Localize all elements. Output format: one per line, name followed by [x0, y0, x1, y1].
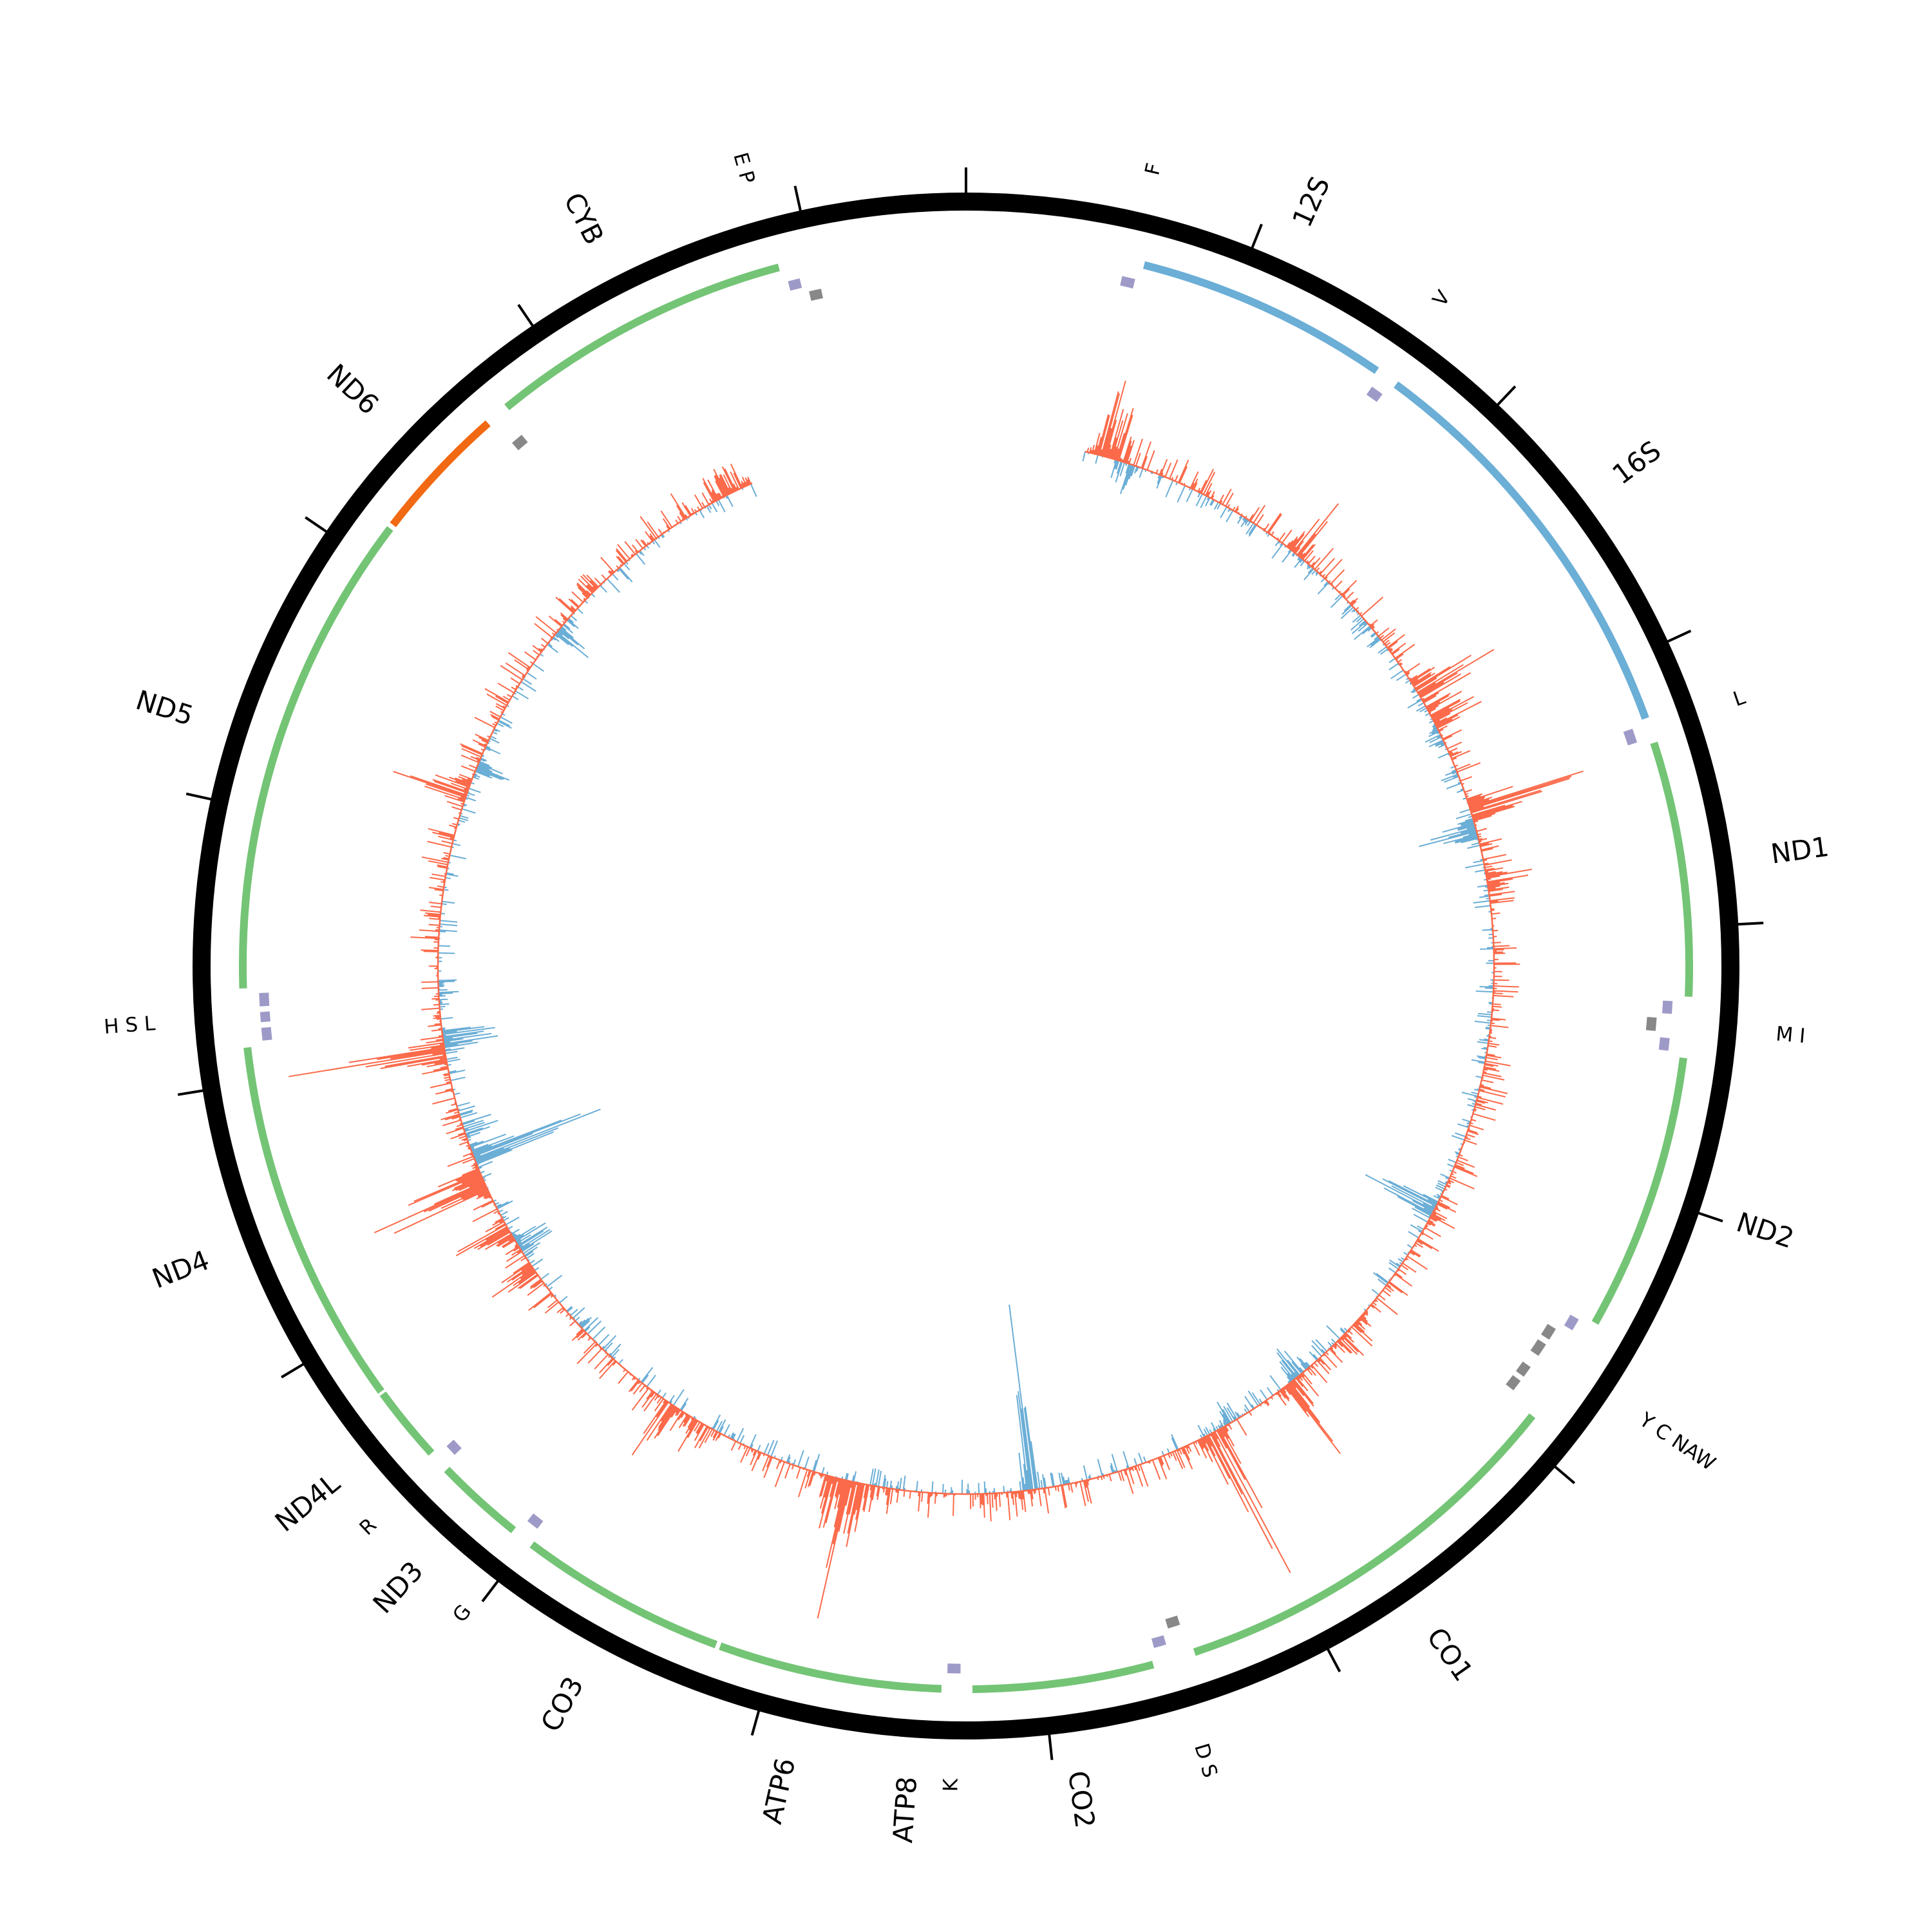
- coverage-track: [289, 380, 1584, 1619]
- trna-s: [1165, 1615, 1180, 1629]
- gene-label-nd1: ND1: [1769, 831, 1831, 870]
- trna-w: [1564, 1314, 1579, 1331]
- gene-label-atp8: ATP8: [887, 1776, 923, 1844]
- tick-mark: [185, 792, 212, 801]
- trna-label: Y C NAW: [1634, 1408, 1719, 1475]
- gene-label-nd5: ND5: [132, 684, 197, 732]
- trna-label: K: [939, 1778, 962, 1792]
- trna-c: [1515, 1361, 1531, 1377]
- trna-q: [1645, 1017, 1657, 1031]
- tick-mark: [793, 185, 802, 212]
- tick-mark: [750, 1710, 761, 1736]
- tick-mark: [1698, 1211, 1723, 1223]
- gene-arc-nd4l: [379, 1391, 435, 1456]
- trna-g: [527, 1513, 544, 1529]
- gene-arc-nd4: [243, 1046, 384, 1394]
- coverage-baseline: [437, 450, 1495, 1495]
- gene-label-16s: 16S: [1606, 435, 1667, 491]
- tick-mark: [305, 516, 328, 533]
- gene-arc-12s: [1143, 261, 1379, 374]
- coverage-negative-spikes: [437, 451, 1495, 1495]
- gene-label-co2: CO2: [1062, 1769, 1101, 1830]
- gene-arc-nd1: [1650, 741, 1693, 997]
- gene-label-nd6: ND6: [321, 358, 385, 421]
- trna-n: [1530, 1339, 1546, 1356]
- gene-label-nd3: ND3: [366, 1555, 429, 1620]
- trna-label: V: [1428, 287, 1455, 311]
- tick-mark: [1738, 922, 1764, 926]
- tick-mark: [1554, 1465, 1576, 1484]
- trna-l: [259, 992, 270, 1007]
- trna-d: [1151, 1635, 1166, 1648]
- gene-label-nd4: ND4: [148, 1244, 214, 1294]
- trna-label: H S L: [103, 1012, 156, 1039]
- trna-f: [1120, 276, 1135, 289]
- gene-arc-nd2: [1591, 1057, 1687, 1325]
- gene-arc-co1: [1193, 1413, 1536, 1656]
- trna-label: R: [355, 1513, 381, 1540]
- tick-mark: [177, 1089, 204, 1096]
- tick-mark: [1048, 1734, 1054, 1761]
- gene-arc-co3: [529, 1541, 717, 1649]
- gene-label-co1: CO1: [1421, 1622, 1479, 1687]
- trna-label: M I: [1775, 1023, 1806, 1048]
- trna-y: [1506, 1375, 1521, 1390]
- tick-mark: [1251, 223, 1263, 249]
- gene-track: [239, 261, 1693, 1693]
- trna-r: [446, 1439, 462, 1455]
- gene-arc-nd5: [239, 526, 393, 989]
- trna-label: G: [448, 1600, 476, 1627]
- gene-arc-co2: [972, 1660, 1155, 1693]
- gene-arc-16s: [1394, 381, 1649, 720]
- gene-labels: 12S 16S ND1 ND2 CO1 CO2 ATP8 ATP6 CO3 ND3 ND4L ND4 N…: [103, 150, 1831, 1844]
- gene-arc-nd6: [390, 420, 491, 527]
- gene-label-nd4l: ND4L: [269, 1467, 346, 1538]
- trna-track: [259, 276, 1673, 1674]
- gene-label-nd2: ND2: [1732, 1206, 1797, 1255]
- gene-arc-atp6: [719, 1642, 898, 1690]
- trna-h: [261, 1027, 272, 1041]
- tick-mark: [517, 303, 535, 327]
- tick-mark: [1667, 629, 1692, 643]
- trna-l: [1623, 728, 1638, 746]
- position-ticks: [177, 167, 1764, 1761]
- gene-label-atp6: ATP6: [756, 1755, 801, 1826]
- trna-e: [512, 435, 528, 451]
- trna-a: [1540, 1323, 1556, 1340]
- trna-label: D S: [1189, 1741, 1222, 1781]
- tick-mark: [1326, 1648, 1341, 1672]
- gene-label-co3: CO3: [535, 1671, 590, 1737]
- coverage-positive-spikes: [289, 380, 1584, 1619]
- trna-label: L: [1730, 685, 1749, 711]
- trna-v: [1366, 386, 1383, 402]
- tick-mark: [1496, 385, 1517, 406]
- trna-label: F: [1141, 161, 1166, 178]
- tick-mark: [481, 1580, 499, 1602]
- trna-label: E P: [728, 150, 759, 186]
- gene-arc-nd3: [444, 1466, 516, 1533]
- gene-label-12s: 12S: [1286, 172, 1336, 232]
- tick-mark: [281, 1363, 305, 1379]
- genome-ring: [193, 193, 1739, 1739]
- gene-label-cyb: CYB: [558, 187, 611, 249]
- gene-arc-cyb: [504, 263, 781, 411]
- trna-t: [788, 278, 802, 291]
- trna-p: [809, 289, 824, 301]
- trna-m: [1658, 1037, 1670, 1051]
